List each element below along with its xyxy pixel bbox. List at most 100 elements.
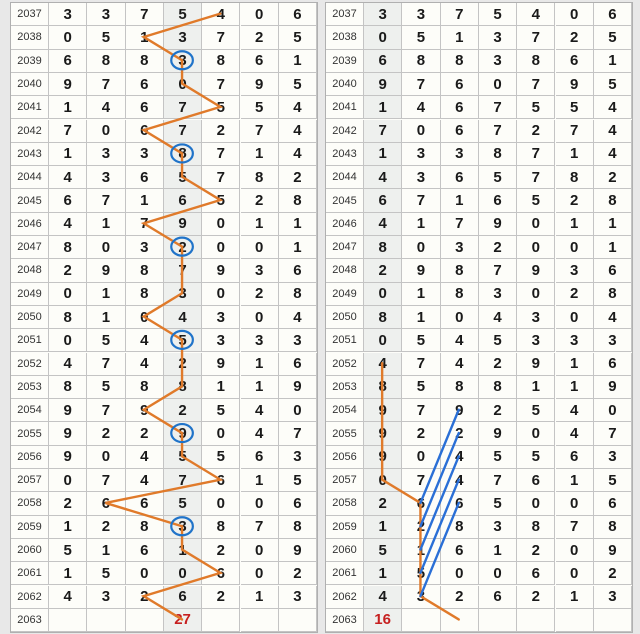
data-cell: 1 — [164, 539, 202, 562]
data-cell: 1 — [479, 539, 517, 562]
data-cell: 6 — [126, 166, 164, 189]
data-cell: 0 — [49, 469, 87, 492]
data-cell: 1 — [241, 376, 279, 399]
data-cell: 6 — [402, 492, 440, 515]
data-cell: 0 — [164, 73, 202, 96]
data-cell: 0 — [517, 213, 555, 236]
data-cell: 5 — [279, 26, 317, 49]
data-cell: 1 — [556, 586, 594, 609]
data-cell: 3 — [279, 586, 317, 609]
data-cell: 7 — [594, 422, 632, 445]
data-cell: 16 — [364, 609, 402, 632]
data-cell: 7 — [49, 120, 87, 143]
data-cell: 8 — [164, 376, 202, 399]
data-cell: 1 — [202, 376, 240, 399]
data-cell: 0 — [126, 306, 164, 329]
row-header: 2061 — [326, 562, 364, 585]
data-cell: 7 — [402, 189, 440, 212]
data-cell: 6 — [202, 469, 240, 492]
row-header: 2046 — [326, 213, 364, 236]
data-cell: 7 — [441, 3, 479, 26]
data-cell: 9 — [556, 73, 594, 96]
data-cell: 6 — [164, 189, 202, 212]
data-cell: 4 — [556, 422, 594, 445]
data-cell: 1 — [126, 189, 164, 212]
data-cell: 1 — [556, 143, 594, 166]
data-cell — [202, 609, 240, 632]
row-header: 2043 — [11, 143, 49, 166]
row-header: 2048 — [11, 259, 49, 282]
data-cell: 7 — [87, 353, 125, 376]
data-cell: 2 — [164, 399, 202, 422]
data-cell: 9 — [479, 422, 517, 445]
data-cell: 8 — [126, 50, 164, 73]
data-cell: 1 — [49, 562, 87, 585]
data-cell — [479, 609, 517, 632]
data-cell: 6 — [241, 446, 279, 469]
data-cell: 7 — [164, 469, 202, 492]
data-cell: 6 — [126, 73, 164, 96]
data-cell: 0 — [364, 283, 402, 306]
data-cell: 7 — [364, 120, 402, 143]
data-cell: 9 — [517, 353, 555, 376]
data-cell: 9 — [402, 259, 440, 282]
data-cell: 1 — [126, 26, 164, 49]
data-cell: 0 — [556, 539, 594, 562]
data-cell: 0 — [241, 492, 279, 515]
data-cell: 3 — [202, 329, 240, 352]
data-cell: 0 — [202, 422, 240, 445]
data-cell: 8 — [441, 283, 479, 306]
data-cell: 0 — [517, 492, 555, 515]
data-cell: 1 — [402, 539, 440, 562]
row-header: 2063 — [11, 609, 49, 632]
data-cell: 8 — [279, 283, 317, 306]
data-cell: 8 — [49, 376, 87, 399]
data-cell: 0 — [517, 236, 555, 259]
data-cell: 7 — [202, 166, 240, 189]
data-cell: 5 — [479, 166, 517, 189]
data-cell: 3 — [202, 306, 240, 329]
data-cell: 1 — [556, 213, 594, 236]
row-header: 2059 — [326, 516, 364, 539]
data-cell: 2 — [126, 422, 164, 445]
data-cell: 4 — [594, 143, 632, 166]
row-header: 2042 — [326, 120, 364, 143]
data-cell: 7 — [479, 96, 517, 119]
data-cell: 9 — [279, 376, 317, 399]
row-header: 2056 — [11, 446, 49, 469]
data-cell: 8 — [49, 236, 87, 259]
data-cell: 8 — [364, 306, 402, 329]
data-cell: 1 — [517, 376, 555, 399]
row-header: 2047 — [11, 236, 49, 259]
data-cell: 5 — [87, 26, 125, 49]
data-cell: 5 — [49, 539, 87, 562]
row-header: 2058 — [326, 492, 364, 515]
data-cell: 0 — [594, 399, 632, 422]
data-cell: 2 — [594, 562, 632, 585]
data-cell: 3 — [402, 166, 440, 189]
data-cell: 1 — [402, 283, 440, 306]
data-cell: 7 — [402, 399, 440, 422]
data-cell: 8 — [364, 376, 402, 399]
data-cell: 0 — [49, 26, 87, 49]
data-cell: 0 — [556, 306, 594, 329]
row-header: 2049 — [11, 283, 49, 306]
data-cell: 6 — [87, 492, 125, 515]
data-cell: 8 — [126, 283, 164, 306]
data-cell: 2 — [364, 259, 402, 282]
row-header: 2052 — [326, 353, 364, 376]
data-cell: 4 — [279, 306, 317, 329]
data-cell: 2 — [164, 236, 202, 259]
data-cell: 6 — [594, 259, 632, 282]
data-cell: 3 — [164, 516, 202, 539]
row-header: 2043 — [326, 143, 364, 166]
data-cell: 1 — [241, 469, 279, 492]
data-cell: 1 — [87, 213, 125, 236]
data-cell: 0 — [479, 73, 517, 96]
data-cell: 8 — [479, 143, 517, 166]
row-header: 2054 — [11, 399, 49, 422]
data-cell: 3 — [479, 283, 517, 306]
row-header: 2040 — [11, 73, 49, 96]
row-header: 2040 — [326, 73, 364, 96]
data-cell: 9 — [594, 376, 632, 399]
